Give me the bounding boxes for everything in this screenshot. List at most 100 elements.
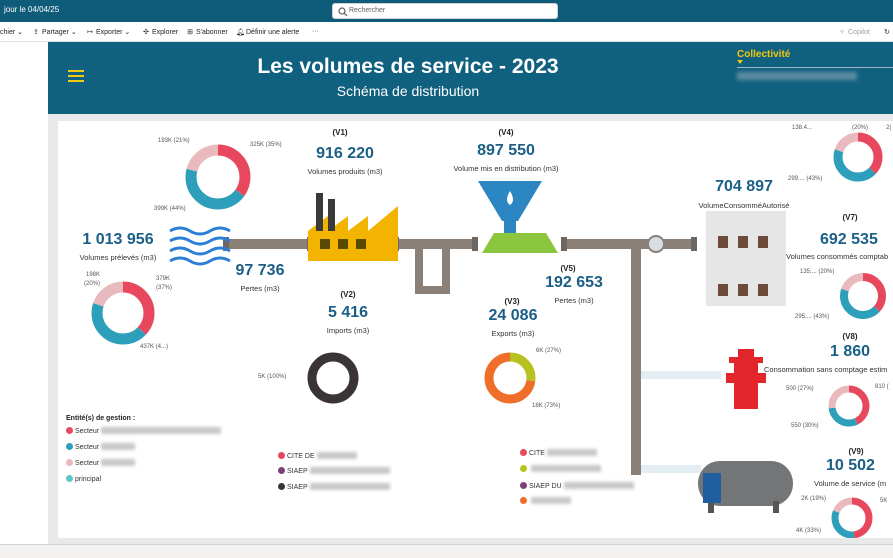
report-toolbar: chier ⌄ ⇪ Partager ⌄ ↦ Exporter ⌄ ✣ Explore… (0, 22, 893, 42)
subscribe-button[interactable]: ⊞ S'abonner (186, 28, 228, 36)
share-button[interactable]: ⇪ Partager ⌄ (32, 28, 77, 36)
legend-item-label: SIAEP (287, 484, 308, 491)
donut-label: 500 (27%) (786, 386, 814, 392)
legend-dot (278, 467, 285, 474)
v6-value: 704 897 (715, 178, 773, 195)
legend-item[interactable]: SIAEP (278, 483, 390, 491)
v9-label: (V9) (848, 447, 864, 456)
chevron-down-icon[interactable] (737, 60, 743, 64)
donut-volume-service[interactable] (831, 497, 873, 538)
donut-label: 437K (4...) (140, 344, 169, 350)
refresh-icon[interactable]: ↻ (884, 29, 890, 36)
redacted-text (309, 483, 390, 490)
legend-item[interactable]: Secteur (66, 427, 222, 435)
pipe-segment (641, 371, 721, 379)
copilot-label: Copilot (848, 29, 870, 36)
file-menu[interactable]: chier ⌄ (0, 28, 23, 36)
legend-item[interactable]: Secteur (66, 443, 136, 451)
donut-volumes-produits[interactable] (185, 144, 251, 210)
legend-dot (66, 459, 73, 466)
search-placeholder: Rechercher (349, 7, 386, 14)
share-icon: ⇪ (33, 29, 39, 36)
legend-item-label: principal (75, 476, 102, 483)
donut-volume-autorise[interactable] (833, 132, 883, 182)
explore-label: Explorer (152, 29, 179, 36)
legend-item-label: SIAEP (287, 468, 308, 475)
report-subtitle: Schéma de distribution (336, 83, 480, 99)
v6-caption: VolumeConsomméAutorisé (698, 201, 790, 210)
v8-label: (V8) (842, 332, 858, 341)
donut-label: 5K (100%) (258, 374, 287, 380)
explore-button[interactable]: ✣ Explorer (142, 28, 178, 36)
slicer-divider (737, 67, 893, 68)
donut-charts (91, 132, 886, 538)
chevron-down-icon: ⌄ (17, 29, 24, 36)
hamburger-menu-icon[interactable] (68, 70, 84, 85)
more-options-button[interactable]: ··· (312, 28, 319, 35)
v4-label: (V4) (498, 128, 514, 137)
donut-volumes-preleves[interactable] (91, 281, 155, 345)
volumes-preleves-caption: Volumes prélevés (m3) (79, 253, 157, 262)
report-title: Les volumes de service - 2023 (257, 55, 559, 78)
chevron-down-icon: ⌄ (124, 29, 131, 36)
legend-item[interactable]: Secteur (66, 459, 136, 467)
donut-exports[interactable] (484, 352, 536, 404)
donut-label: (20%) (852, 125, 869, 131)
factory-icon (308, 193, 398, 261)
export-icon: ↦ (87, 29, 93, 36)
donut-sans-comptage[interactable] (828, 385, 870, 427)
copilot-button[interactable]: ✧ Copilot (838, 28, 870, 36)
v4-caption: Volume mis en distribution (m3) (453, 164, 559, 173)
legend-item[interactable] (520, 465, 601, 473)
donut-slice (840, 273, 886, 319)
v3-value: 24 086 (488, 307, 538, 324)
donut-imports[interactable] (307, 352, 359, 404)
chevron-down-icon: ⌄ (70, 29, 77, 36)
v2-label: (V2) (340, 290, 356, 299)
donut-label: 295.... (43%) (795, 314, 830, 320)
legend-dot (278, 452, 285, 459)
donut-label: 2K (19%) (801, 496, 827, 502)
legend-item[interactable]: SIAEP (278, 467, 390, 475)
pertes-value: 97 736 (235, 262, 285, 279)
legend-item[interactable]: CITE DE (278, 452, 357, 460)
report-header: Les volumes de service - 2023 Schéma de … (48, 42, 893, 114)
last-updated-text: jour le 04/04/25 (4, 5, 60, 14)
v3-label: (V3) (504, 297, 520, 306)
legend-item[interactable]: SIAEP DU (520, 482, 634, 490)
left-pane (0, 42, 48, 558)
legend-dot (520, 465, 527, 472)
donut-slice (831, 497, 873, 538)
legend-item-label: Secteur (75, 460, 100, 467)
collectivite-slicer-value[interactable] (737, 72, 857, 80)
legend-dot (278, 483, 285, 490)
donut-label: 5K (880, 498, 888, 504)
v5-caption: Pertes (m3) (554, 296, 594, 305)
set-alert-button[interactable]: 🔔︎Définir une alerte (236, 28, 299, 36)
v3-caption: Exports (m3) (491, 329, 535, 338)
redacted-text (101, 459, 136, 466)
pipe-segment (631, 245, 641, 475)
legend-item[interactable]: principal (66, 475, 101, 483)
file-menu-label: chier (0, 29, 16, 36)
donut-volumes-comptabilises[interactable] (840, 273, 886, 319)
legend-item-label: Secteur (75, 428, 100, 435)
legend-item[interactable]: CITE (520, 449, 597, 457)
search-input[interactable]: Rechercher (332, 3, 558, 19)
pipe-segment (415, 286, 450, 294)
export-button[interactable]: ↦ Exporter ⌄ (86, 28, 130, 36)
v5-label: (V5) (560, 264, 576, 273)
pipe-segment (228, 239, 308, 249)
v7-caption: Volumes consommés comptab (786, 252, 889, 261)
donut-label: 4K (33%) (796, 528, 822, 534)
pipe-segment (442, 247, 450, 291)
legend-item-label: CITE (529, 450, 545, 457)
v1-caption: Volumes produits (m3) (307, 167, 383, 176)
donut-label: 810 ( (875, 384, 889, 390)
legend-title: Entité(s) de gestion : (66, 415, 136, 422)
donut-slice (91, 281, 155, 345)
legend-item[interactable] (520, 497, 571, 505)
donut-slice (484, 352, 536, 404)
collectivite-slicer-label[interactable]: Collectivité (737, 49, 791, 60)
donut-slice (833, 132, 883, 182)
